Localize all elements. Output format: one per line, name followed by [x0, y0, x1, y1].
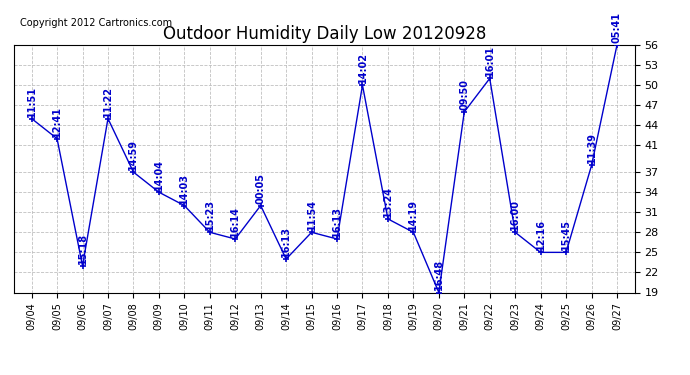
- Text: Humidity  (%): Humidity (%): [531, 33, 611, 44]
- Text: 13:24: 13:24: [383, 186, 393, 217]
- Text: 12:16: 12:16: [535, 219, 546, 251]
- Text: 11:54: 11:54: [306, 199, 317, 230]
- Text: 11:51: 11:51: [27, 86, 37, 117]
- Text: 15:23: 15:23: [205, 199, 215, 230]
- Text: 16:13: 16:13: [332, 206, 342, 237]
- Text: Copyright 2012 Cartronics.com: Copyright 2012 Cartronics.com: [20, 18, 172, 28]
- Text: 14:19: 14:19: [408, 199, 418, 230]
- Text: 15:18: 15:18: [77, 232, 88, 264]
- Text: 16:00: 16:00: [510, 199, 520, 230]
- Text: 16:48: 16:48: [434, 260, 444, 291]
- Text: 14:59: 14:59: [128, 139, 139, 170]
- Text: 09:50: 09:50: [460, 79, 469, 110]
- Text: 12:41: 12:41: [52, 106, 62, 136]
- Text: 11:22: 11:22: [103, 86, 113, 117]
- Title: Outdoor Humidity Daily Low 20120928: Outdoor Humidity Daily Low 20120928: [163, 26, 486, 44]
- Text: 15:45: 15:45: [561, 219, 571, 251]
- Text: 14:02: 14:02: [357, 52, 368, 83]
- Text: 14:03: 14:03: [179, 172, 189, 204]
- Text: 05:41: 05:41: [612, 12, 622, 43]
- Text: 00:05: 00:05: [256, 172, 266, 204]
- Text: 14:04: 14:04: [154, 159, 164, 190]
- Text: 11:39: 11:39: [586, 132, 597, 164]
- Text: 16:14: 16:14: [230, 206, 240, 237]
- Text: 16:01: 16:01: [485, 45, 495, 76]
- Text: 16:13: 16:13: [281, 226, 291, 257]
